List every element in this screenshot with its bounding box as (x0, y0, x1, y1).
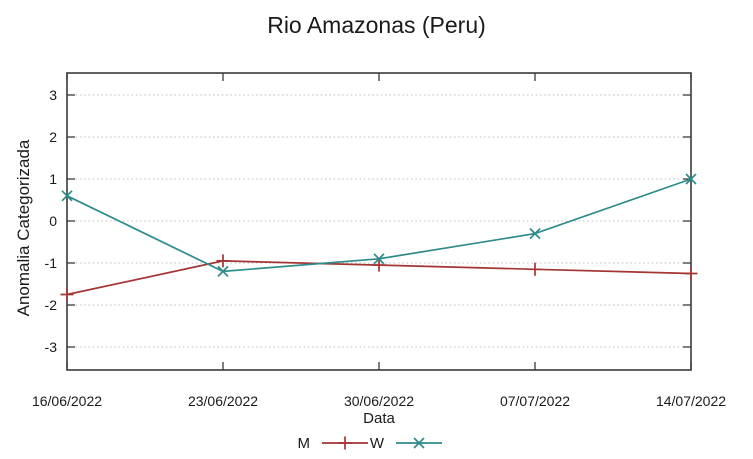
series-marker-W (373, 253, 385, 265)
y-tick-label: 3 (49, 87, 57, 103)
series-marker-M (528, 262, 542, 276)
x-axis-label: Data (363, 410, 395, 427)
series-marker-W (685, 173, 697, 185)
chart-title: Rio Amazonas (Peru) (267, 12, 486, 38)
x-tick-label: 07/07/2022 (500, 393, 570, 409)
series-marker-M (216, 254, 230, 268)
series-marker-W (529, 227, 541, 240)
y-tick-label: 2 (49, 129, 57, 145)
legend-label-W: W (370, 435, 385, 452)
y-tick-label: 1 (49, 171, 57, 187)
x-tick-label: 30/06/2022 (344, 393, 414, 409)
series-marker-W (61, 190, 73, 202)
y-tick-label: -1 (45, 255, 58, 271)
x-tick-label: 14/07/2022 (656, 393, 726, 409)
y-tick-label: 0 (49, 213, 57, 229)
series-marker-M (684, 267, 698, 280)
series-line-W (66, 178, 692, 273)
y-tick-label: -2 (45, 297, 58, 313)
legend-marker-W (413, 437, 425, 449)
legend-label-M: M (298, 435, 311, 452)
legend-marker-M (338, 436, 352, 450)
series-marker-M (60, 288, 74, 301)
series-marker-M (372, 258, 386, 272)
x-tick-label: 16/06/2022 (32, 393, 102, 409)
x-tick-label: 23/06/2022 (188, 393, 258, 409)
series-marker-W (217, 265, 229, 278)
y-tick-label: -3 (45, 339, 58, 355)
